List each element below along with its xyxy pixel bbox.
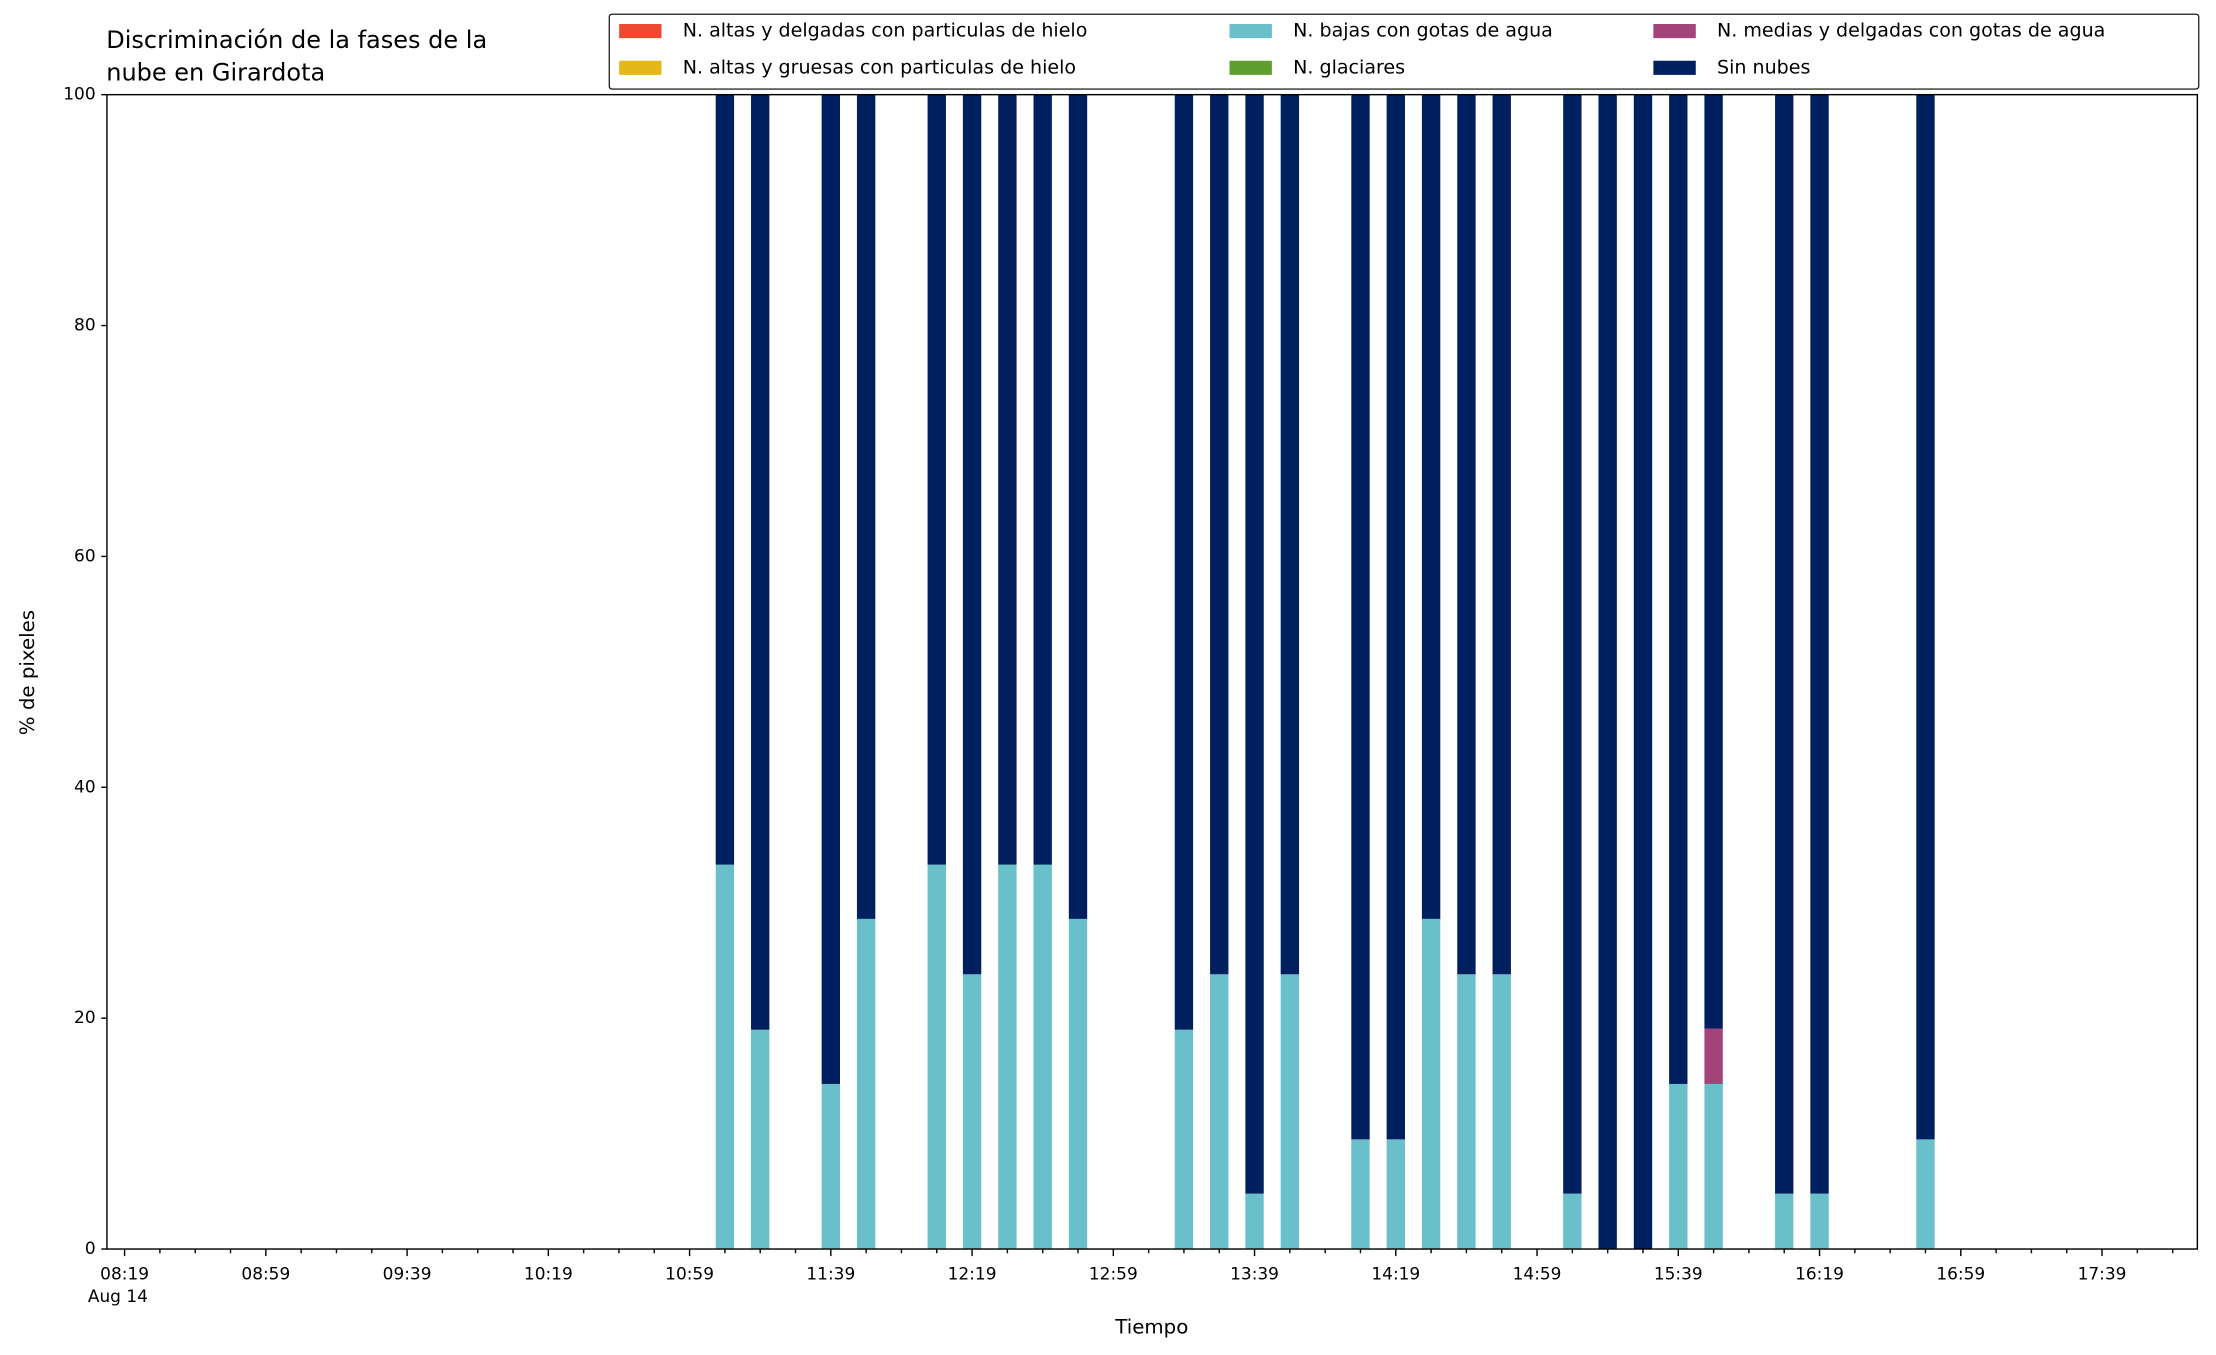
- bar-segment: [1210, 94, 1229, 975]
- chart-title-line: nube en Girardota: [106, 58, 325, 86]
- bar-segment: [1633, 94, 1653, 1250]
- legend-swatch: [1229, 60, 1272, 75]
- bar-segment: [1245, 94, 1264, 1194]
- y-tick-label: 100: [63, 84, 95, 104]
- legend-swatch: [619, 60, 662, 75]
- bar-segment: [1174, 1029, 1194, 1250]
- x-tick-label: 14:59: [1513, 1263, 1562, 1283]
- bar-segment: [1245, 1193, 1264, 1250]
- x-tick-label: 11:39: [806, 1263, 855, 1283]
- bar-segment: [821, 94, 841, 1084]
- legend-swatch: [1653, 60, 1696, 75]
- legend-label: N. medias y delgadas con gotas de agua: [1717, 20, 2105, 42]
- x-axis-label: Tiempo: [1114, 1316, 1188, 1339]
- bar-segment: [1669, 1083, 1688, 1250]
- bar-segment: [1351, 1139, 1370, 1250]
- bar-segment: [1563, 1193, 1582, 1250]
- bar-segment: [962, 974, 982, 1250]
- y-tick-label: 0: [85, 1238, 96, 1258]
- y-tick-label: 40: [74, 776, 96, 796]
- plot-frame: [106, 93, 2199, 1250]
- x-tick-label: 17:39: [2078, 1263, 2127, 1283]
- bar-segment: [1386, 1139, 1405, 1250]
- bar-segment: [1492, 94, 1511, 975]
- legend-label: N. glaciares: [1293, 56, 1405, 78]
- bar-segment: [998, 864, 1017, 1250]
- bar-segment: [1775, 94, 1794, 1194]
- legend-swatch: [619, 24, 662, 39]
- bar-segment: [1704, 94, 1723, 1029]
- bar-segment: [1563, 94, 1582, 1194]
- bar-segment: [1386, 94, 1405, 1140]
- bar-segment: [927, 864, 946, 1250]
- y-tick-label: 60: [74, 545, 96, 565]
- legend-label: N. altas y delgadas con particulas de hi…: [683, 20, 1088, 42]
- y-axis-label: % de pixeles: [16, 610, 39, 735]
- bar-segment: [1775, 1193, 1794, 1250]
- bar-segment: [856, 918, 876, 1250]
- x-tick-label: 08:59: [241, 1263, 290, 1283]
- bar-segment: [1174, 94, 1194, 1030]
- x-tick-label: 14:19: [1371, 1263, 1420, 1283]
- x-tick-label: 12:59: [1089, 1263, 1138, 1283]
- bar-segment: [1280, 974, 1300, 1250]
- bar-segment: [1421, 94, 1441, 919]
- bar-segment: [1457, 974, 1476, 1250]
- bar-segment: [751, 1029, 770, 1250]
- bar-segment: [1068, 918, 1088, 1250]
- bar-segment: [715, 864, 735, 1250]
- x-tick-label: 12:19: [948, 1263, 997, 1283]
- bar-segment: [998, 94, 1017, 865]
- bar-segment: [1810, 94, 1829, 1194]
- bar-segment: [1492, 974, 1511, 1250]
- bar-segment: [856, 94, 876, 919]
- bar-segment: [1669, 94, 1688, 1084]
- x-tick-label: 08:19: [100, 1263, 149, 1283]
- bar-segment: [1068, 94, 1088, 919]
- bar-segment: [1351, 94, 1370, 1140]
- bar-segment: [1421, 918, 1441, 1250]
- legend-box: [608, 13, 2200, 90]
- bar-segment: [1704, 1083, 1723, 1250]
- bar-segment: [1704, 1028, 1723, 1084]
- bar-segment: [1457, 94, 1476, 975]
- legend-label: Sin nubes: [1717, 56, 1810, 78]
- bar-segment: [1916, 1139, 1935, 1250]
- bar-segment: [1033, 94, 1052, 865]
- y-tick-label: 80: [74, 315, 96, 335]
- bar-segment: [962, 94, 982, 975]
- x-tick-label: 10:19: [524, 1263, 573, 1283]
- x-tick-label: 16:59: [1936, 1263, 1985, 1283]
- bar-segment: [751, 94, 770, 1030]
- bar-segment: [1033, 864, 1052, 1250]
- x-tick-label: 15:39: [1654, 1263, 1703, 1283]
- bar-segment: [1916, 94, 1935, 1140]
- bar-segment: [1810, 1193, 1829, 1250]
- bar-segment: [715, 94, 735, 865]
- x-tick-label: 16:19: [1795, 1263, 1844, 1283]
- bar-segment: [821, 1083, 841, 1250]
- y-tick-label: 20: [74, 1007, 96, 1027]
- legend-swatch: [1653, 24, 1696, 39]
- x-tick-label: 09:39: [383, 1263, 432, 1283]
- chart-title-line: Discriminación de la fases de la: [106, 26, 487, 54]
- bar-segment: [1280, 94, 1300, 975]
- bar-segment: [927, 94, 946, 865]
- bar-segment: [1210, 974, 1229, 1250]
- x-tick-date: Aug 14: [88, 1286, 148, 1306]
- legend-swatch: [1229, 24, 1272, 39]
- legend-label: N. altas y gruesas con particulas de hie…: [683, 56, 1076, 78]
- bar-segment: [1598, 94, 1617, 1250]
- legend-label: N. bajas con gotas de agua: [1293, 20, 1553, 42]
- x-tick-label: 13:39: [1230, 1263, 1279, 1283]
- x-tick-label: 10:59: [665, 1263, 714, 1283]
